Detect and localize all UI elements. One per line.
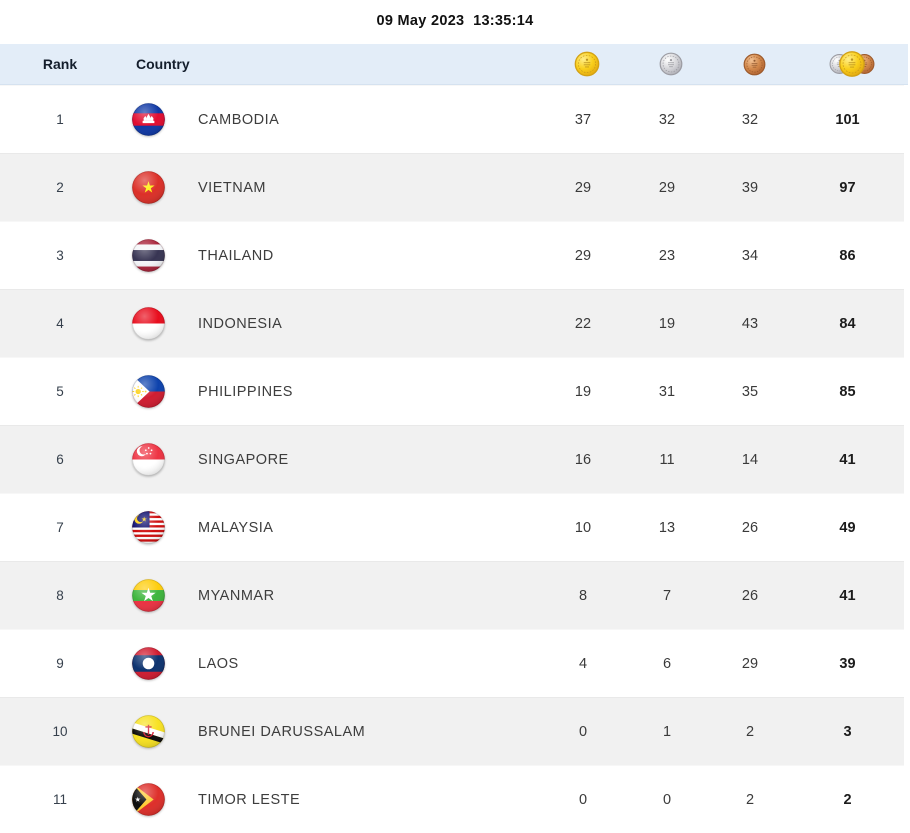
country-name: MYANMAR	[198, 587, 275, 604]
vietnam-flag-icon	[120, 171, 176, 204]
gold-count: 37	[574, 111, 592, 128]
total-count: 84	[839, 315, 856, 332]
singapore-flag-icon	[120, 443, 176, 476]
total-count: 3	[843, 723, 852, 740]
country-name: THAILAND	[198, 247, 274, 264]
total-count: 97	[839, 179, 856, 196]
table-row: 7 MALAYSIA 10 13 26 49	[0, 493, 904, 561]
bronze-medal-icon	[713, 53, 795, 76]
total-count: 41	[839, 451, 856, 468]
bronze-count: 39	[741, 179, 759, 196]
gold-count: 22	[574, 315, 592, 332]
bronze-count: 14	[741, 451, 759, 468]
bronze-count: 26	[741, 587, 759, 604]
country-name: MALAYSIA	[198, 519, 274, 536]
gold-count: 29	[574, 247, 592, 264]
total-count: 41	[839, 587, 856, 604]
bronze-count: 2	[745, 791, 755, 808]
rank-value: 4	[56, 316, 64, 331]
philippines-flag-icon	[120, 375, 176, 408]
timor-leste-flag-icon	[120, 783, 176, 816]
rank-value: 8	[56, 588, 64, 603]
silver-count: 19	[658, 315, 676, 332]
rank-value: 6	[56, 452, 64, 467]
country-column-header: Country	[136, 56, 190, 72]
country-name: CAMBODIA	[198, 111, 280, 128]
rank-value: 2	[56, 180, 64, 195]
gold-count: 10	[574, 519, 592, 536]
gold-count: 4	[578, 655, 588, 672]
total-count: 86	[839, 247, 856, 264]
laos-flag-icon	[120, 647, 176, 680]
malaysia-flag-icon	[120, 511, 176, 544]
country-name: LAOS	[198, 655, 239, 672]
total-count: 49	[839, 519, 856, 536]
silver-count: 11	[659, 451, 675, 468]
table-row: 10 BRUNEI DARUSSALAM 0 1 2 3	[0, 697, 904, 765]
silver-count: 1	[662, 723, 672, 740]
silver-count: 31	[658, 383, 676, 400]
silver-count: 6	[662, 655, 672, 672]
rank-value: 5	[56, 384, 64, 399]
total-count: 2	[843, 791, 852, 808]
bronze-count: 26	[741, 519, 759, 536]
table-row: 4 INDONESIA 22 19 43 84	[0, 289, 904, 357]
table-row: 8 MYANMAR 8 7 26 41	[0, 561, 904, 629]
gold-medal-icon	[545, 51, 629, 77]
silver-count: 23	[658, 247, 676, 264]
table-row: 2 VIETNAM 29 29 39 97	[0, 153, 904, 221]
bronze-count: 2	[745, 723, 755, 740]
country-name: SINGAPORE	[198, 451, 289, 468]
total-count: 39	[839, 655, 856, 672]
country-name: PHILIPPINES	[198, 383, 293, 400]
total-count: 101	[835, 111, 860, 128]
bronze-count: 29	[741, 655, 759, 672]
gold-count: 8	[578, 587, 588, 604]
indonesia-flag-icon	[120, 307, 176, 340]
total-medals-icon	[795, 49, 908, 79]
table-header-row: Rank Country	[0, 44, 908, 85]
bronze-count: 43	[741, 315, 759, 332]
rank-column-header: Rank	[42, 56, 78, 72]
medal-table: Rank Country 1 CAMBODIA 37 32 32 101 2 VIETNAM 2…	[0, 44, 910, 833]
rank-value: 1	[56, 112, 64, 127]
total-count: 85	[839, 383, 856, 400]
rank-value: 3	[56, 248, 64, 263]
silver-count: 13	[658, 519, 676, 536]
gold-count: 19	[574, 383, 592, 400]
brunei-flag-icon	[120, 715, 176, 748]
table-row: 3 THAILAND 29 23 34 86	[0, 221, 904, 289]
gold-count: 0	[578, 791, 588, 808]
gold-count: 16	[574, 451, 592, 468]
table-row: 9 LAOS 4 6 29 39	[0, 629, 904, 697]
rank-value: 9	[56, 656, 64, 671]
table-row: 1 CAMBODIA 37 32 32 101	[0, 85, 904, 153]
table-row: 5 PHILIPPINES 19 31 35 85	[0, 357, 904, 425]
silver-count: 0	[662, 791, 672, 808]
country-name: TIMOR LESTE	[198, 791, 301, 808]
myanmar-flag-icon	[120, 579, 176, 612]
bronze-count: 32	[741, 111, 759, 128]
rank-value: 10	[52, 724, 68, 739]
table-row: 6 SINGAPORE 16 11 14 41	[0, 425, 904, 493]
country-name: BRUNEI DARUSSALAM	[198, 723, 366, 740]
timestamp: 09 May 2023 13:35:14	[376, 13, 534, 29]
country-name: INDONESIA	[198, 315, 283, 332]
silver-medal-icon	[629, 52, 713, 76]
thailand-flag-icon	[120, 239, 176, 272]
gold-count: 0	[578, 723, 588, 740]
table-row: 11 TIMOR LESTE 0 0 2 2	[0, 765, 904, 833]
rank-value: 11	[52, 792, 67, 807]
silver-count: 32	[658, 111, 676, 128]
bronze-count: 35	[741, 383, 759, 400]
bronze-count: 34	[741, 247, 759, 264]
table-body: 1 CAMBODIA 37 32 32 101 2 VIETNAM 29 29 39 97 3 THAIL…	[0, 85, 904, 833]
country-name: VIETNAM	[198, 179, 266, 196]
cambodia-flag-icon	[120, 103, 176, 136]
rank-value: 7	[56, 520, 64, 535]
silver-count: 29	[658, 179, 676, 196]
silver-count: 7	[662, 587, 672, 604]
gold-count: 29	[574, 179, 592, 196]
